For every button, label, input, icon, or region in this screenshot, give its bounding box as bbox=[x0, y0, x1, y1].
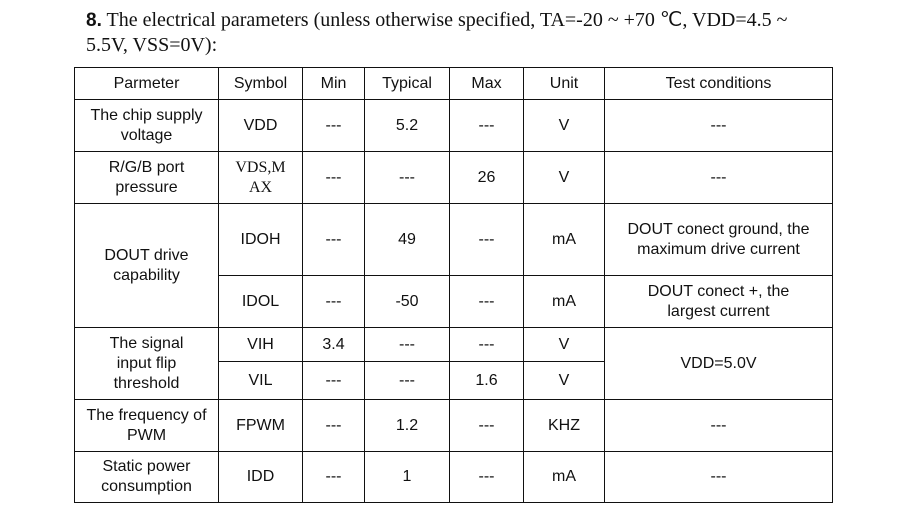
cell: --- bbox=[364, 151, 450, 204]
cell: V bbox=[523, 327, 605, 362]
cell: -50 bbox=[364, 275, 450, 328]
heading: 8. The electrical parameters (unless oth… bbox=[86, 8, 826, 58]
cell: --- bbox=[302, 275, 365, 328]
row: IDOL --- -50 --- mA DOUT conect +, the l… bbox=[75, 275, 833, 328]
cell: --- bbox=[449, 99, 524, 152]
cell: V bbox=[523, 99, 605, 152]
cell: --- bbox=[449, 451, 524, 503]
cell: --- bbox=[449, 275, 524, 328]
parameter-table: Parmeter Symbol Min Typical Max Unit Tes… bbox=[74, 67, 833, 503]
header-cell: Symbol bbox=[218, 67, 303, 100]
cell: 1 bbox=[364, 451, 450, 503]
cell: R/G/B port pressure bbox=[74, 151, 219, 204]
cell: --- bbox=[302, 99, 365, 152]
header-cell: Typical bbox=[364, 67, 450, 100]
cell: 49 bbox=[364, 203, 450, 276]
cell: IDOH bbox=[218, 203, 303, 276]
cell: VIH bbox=[218, 327, 303, 362]
cell: The signal input flip threshold bbox=[74, 327, 219, 400]
header-cell: Test conditions bbox=[604, 67, 833, 100]
cell: FPWM bbox=[218, 399, 303, 452]
cell: --- bbox=[302, 203, 365, 276]
cell: --- bbox=[604, 99, 833, 152]
cell: VDD=5.0V bbox=[604, 327, 833, 400]
cell: mA bbox=[523, 275, 605, 328]
cell: IDD bbox=[218, 451, 303, 503]
cell: 26 bbox=[449, 151, 524, 204]
cell: --- bbox=[302, 399, 365, 452]
cell: 1.6 bbox=[449, 361, 524, 400]
cell: The frequency of PWM bbox=[74, 399, 219, 452]
cell: DOUT drive capability bbox=[74, 203, 219, 328]
cell: 1.2 bbox=[364, 399, 450, 452]
cell: V bbox=[523, 361, 605, 400]
row: R/G/B port pressure VDS,MAX --- --- 26 V… bbox=[74, 151, 833, 204]
row: DOUT drive capability IDOH --- 49 --- mA… bbox=[74, 203, 833, 328]
header-cell: Unit bbox=[523, 67, 605, 100]
cell: --- bbox=[302, 151, 365, 204]
row: Static power consumption IDD --- 1 --- m… bbox=[74, 451, 833, 503]
cell: --- bbox=[302, 451, 365, 503]
cell: --- bbox=[604, 151, 833, 204]
cell: DOUT conect +, the largest current bbox=[604, 275, 833, 328]
cell: DOUT conect ground, the maximum drive cu… bbox=[604, 203, 833, 276]
cell: --- bbox=[449, 203, 524, 276]
cell: --- bbox=[364, 327, 450, 362]
row: The chip supply voltage VDD --- 5.2 --- … bbox=[74, 99, 833, 152]
cell: VDS,MAX bbox=[218, 151, 303, 204]
cell: The chip supply voltage bbox=[74, 99, 219, 152]
cell: mA bbox=[523, 451, 605, 503]
cell: --- bbox=[302, 361, 365, 400]
cell: KHZ bbox=[523, 399, 605, 452]
cell: V bbox=[523, 151, 605, 204]
header-cell: Max bbox=[449, 67, 524, 100]
section-title: The electrical parameters (unless otherw… bbox=[86, 9, 788, 56]
cell: Static power consumption bbox=[74, 451, 219, 503]
cell: --- bbox=[449, 399, 524, 452]
cell: mA bbox=[523, 203, 605, 276]
header-row: Parmeter Symbol Min Typical Max Unit Tes… bbox=[74, 67, 833, 100]
cell: IDOL bbox=[218, 275, 303, 328]
cell: --- bbox=[604, 399, 833, 452]
cell: --- bbox=[449, 327, 524, 362]
cell: --- bbox=[604, 451, 833, 503]
row: The frequency of PWM FPWM --- 1.2 --- KH… bbox=[74, 399, 833, 452]
cell: VDD bbox=[218, 99, 303, 152]
cell: --- bbox=[364, 361, 450, 400]
row: The signal input flip threshold VIH 3.4 … bbox=[74, 327, 833, 400]
cell: 3.4 bbox=[302, 327, 365, 362]
section-number: 8. bbox=[86, 10, 102, 31]
cell: 5.2 bbox=[364, 99, 450, 152]
header-cell: Min bbox=[302, 67, 365, 100]
header-cell: Parmeter bbox=[74, 67, 219, 100]
cell: VIL bbox=[218, 361, 303, 400]
